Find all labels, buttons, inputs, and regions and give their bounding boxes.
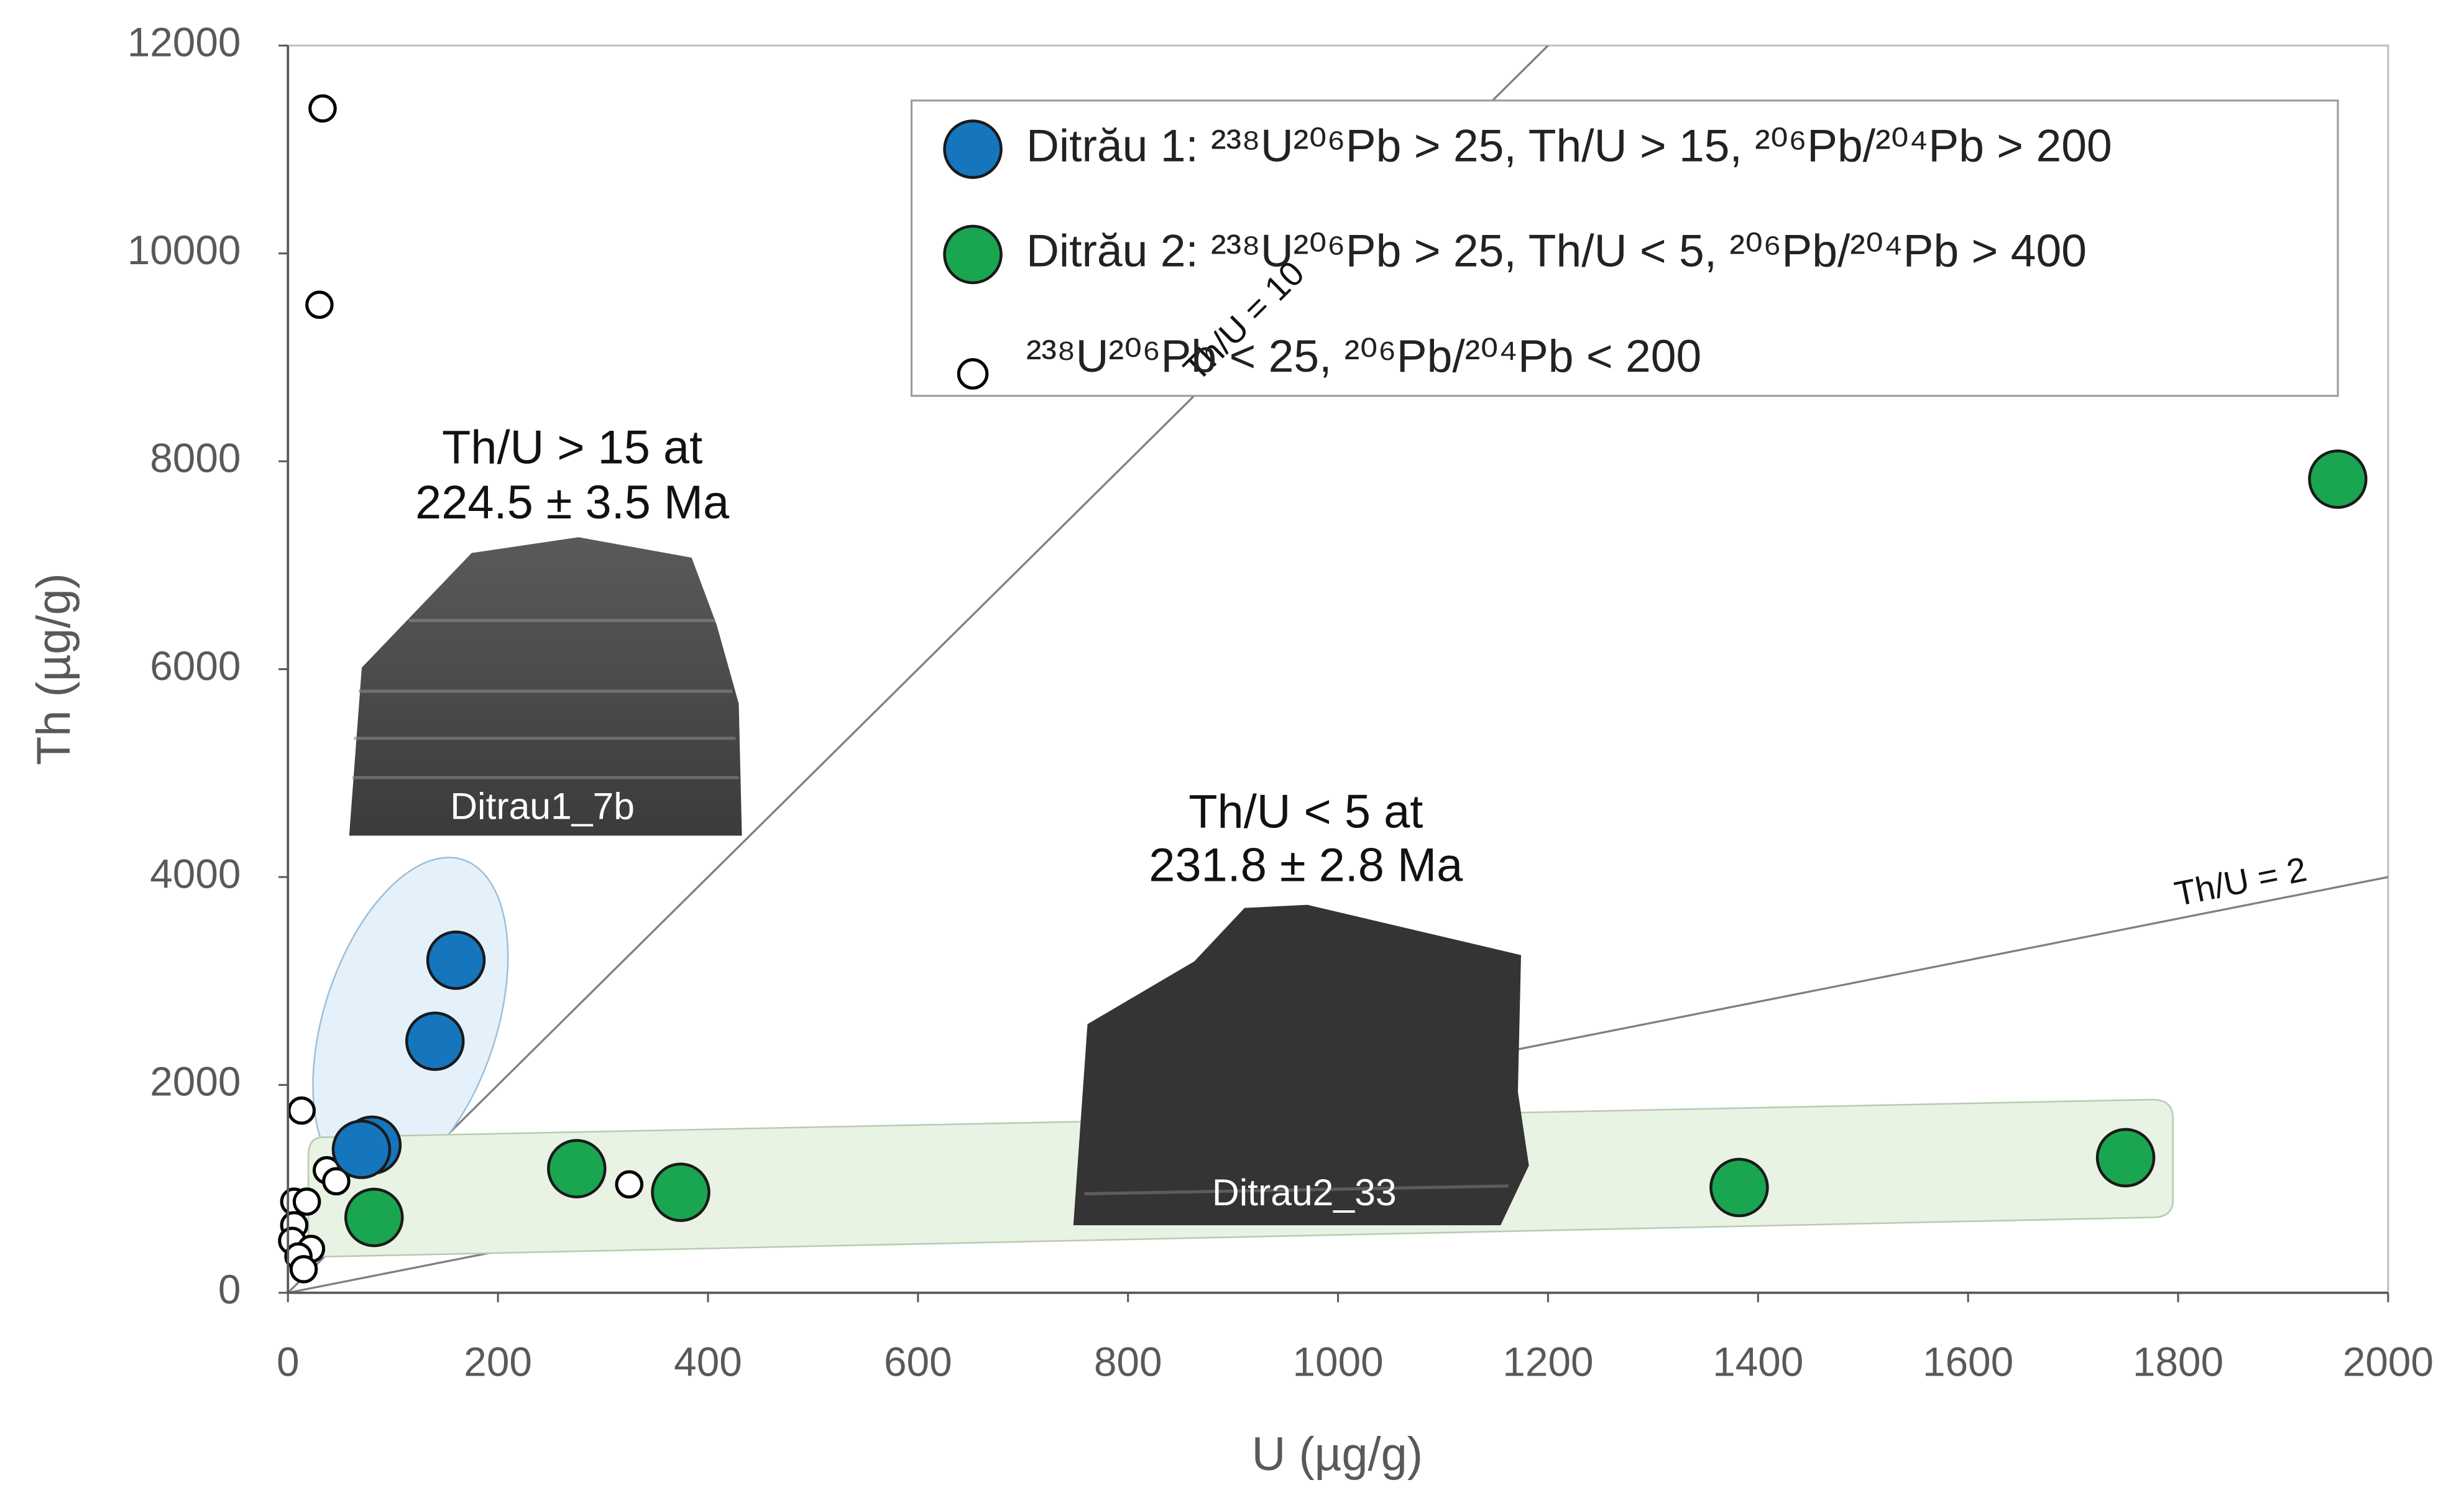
data-point <box>547 1139 607 1198</box>
annotation: Th/U < 5 at <box>1188 786 1423 839</box>
y-axis-title: Th (µg/g) <box>27 573 80 765</box>
y-tick-label: 0 <box>218 1267 241 1312</box>
image-label: Ditrau2_33 <box>1212 1171 1397 1213</box>
legend-marker <box>943 224 1003 285</box>
data-point <box>651 1162 710 1222</box>
open-point <box>289 1255 318 1284</box>
data-point <box>331 1120 392 1179</box>
data-point <box>2308 449 2368 509</box>
y-tick-label: 6000 <box>150 643 241 689</box>
open-point <box>615 1170 644 1199</box>
y-tick-label: 8000 <box>150 435 241 480</box>
legend-label: ²³⁸U²⁰⁶Pb < 25, ²⁰⁶Pb/²⁰⁴Pb < 200 <box>1026 331 1701 382</box>
data-point <box>426 930 486 990</box>
y-tick-label: 12000 <box>127 20 241 65</box>
y-tick-label: 2000 <box>150 1059 241 1105</box>
open-point <box>287 1096 316 1125</box>
open-point <box>305 290 334 320</box>
zircon-image-2 <box>1073 904 1529 1226</box>
y-tick-label: 10000 <box>127 228 241 273</box>
ratio-label: Th/U = 2 <box>2171 850 2310 914</box>
x-tick-label: 1600 <box>1923 1339 2013 1384</box>
image-label: Ditrau1_7b <box>450 784 635 827</box>
x-tick-label: 200 <box>464 1339 532 1384</box>
open-point <box>308 94 337 123</box>
x-tick-label: 1400 <box>1712 1339 1803 1384</box>
legend-marker <box>943 119 1003 179</box>
data-point <box>2095 1128 2156 1188</box>
x-tick-label: 1000 <box>1293 1339 1384 1384</box>
x-tick-label: 600 <box>884 1339 952 1384</box>
annotation: 224.5 ± 3.5 Ma <box>415 476 730 529</box>
legend-label: Ditrău 1: ²³⁸U²⁰⁶Pb > 25, Th/U > 15, ²⁰⁶… <box>1026 120 2112 171</box>
open-point <box>292 1187 321 1216</box>
legend-marker <box>957 358 989 390</box>
y-tick-label: 4000 <box>150 851 241 896</box>
data-point <box>1709 1157 1769 1218</box>
data-point <box>344 1187 404 1248</box>
data-point <box>405 1011 465 1071</box>
legend-box <box>910 99 2339 397</box>
legend-label: Ditrău 2: ²³⁸U²⁰⁶Pb > 25, Th/U < 5, ²⁰⁶P… <box>1026 226 2087 277</box>
x-tick-label: 1200 <box>1502 1339 1593 1384</box>
x-tick-label: 400 <box>674 1339 742 1384</box>
annotation: 231.8 ± 2.8 Ma <box>1149 839 1463 892</box>
x-tick-label: 0 <box>277 1339 300 1384</box>
x-tick-label: 800 <box>1094 1339 1162 1384</box>
zircon-image-1 <box>349 537 742 836</box>
x-axis-title: U (µg/g) <box>1252 1428 1423 1481</box>
annotation: Th/U > 15 at <box>442 421 702 474</box>
open-point <box>322 1167 351 1196</box>
x-tick-label: 1800 <box>2133 1339 2223 1384</box>
x-tick-label: 2000 <box>2343 1339 2434 1384</box>
